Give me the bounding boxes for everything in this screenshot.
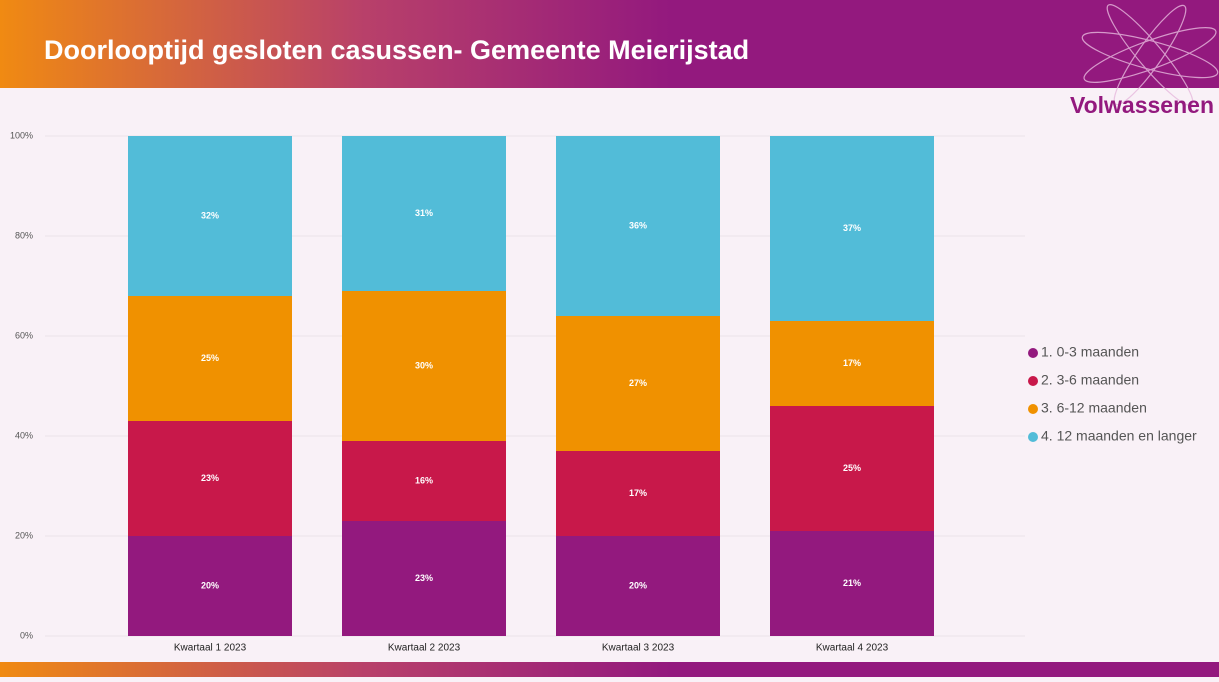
x-tick-label: Kwartaal 3 2023: [602, 643, 675, 654]
y-tick-label: 60%: [15, 330, 33, 340]
legend-marker: [1028, 376, 1038, 386]
data-label: 31%: [415, 208, 433, 218]
data-label: 20%: [629, 580, 647, 590]
y-tick-label: 40%: [15, 430, 33, 440]
legend-marker: [1028, 348, 1038, 358]
legend-label: 4. 12 maanden en langer: [1041, 428, 1197, 444]
data-label: 37%: [843, 223, 861, 233]
x-tick-label: Kwartaal 2 2023: [388, 643, 461, 654]
data-label: 20%: [201, 580, 219, 590]
data-label: 32%: [201, 210, 219, 220]
page-title: Doorlooptijd gesloten casussen- Gemeente…: [44, 35, 749, 65]
data-label: 25%: [843, 463, 861, 473]
data-label: 21%: [843, 578, 861, 588]
y-tick-label: 20%: [15, 530, 33, 540]
legend-marker: [1028, 404, 1038, 414]
plot: 0% 20% 40% 60% 80% 100% Kwartaal 1 2023 20% 23% 2…: [10, 130, 1197, 653]
legend-label: 3. 6-12 maanden: [1041, 400, 1147, 416]
data-label: 17%: [629, 488, 647, 498]
y-tick-label: 100%: [10, 130, 33, 140]
legend-label: 1. 0-3 maanden: [1041, 344, 1139, 360]
legend-marker: [1028, 432, 1038, 442]
data-label: 16%: [415, 475, 433, 485]
data-label: 17%: [843, 358, 861, 368]
dashboard: Doorlooptijd gesloten casussen- Gemeente…: [0, 0, 1219, 677]
data-label: 27%: [629, 378, 647, 388]
data-label: 23%: [201, 473, 219, 483]
x-tick-label: Kwartaal 4 2023: [816, 643, 889, 654]
data-label: 25%: [201, 353, 219, 363]
y-tick-label: 0%: [20, 630, 33, 640]
data-label: 36%: [629, 220, 647, 230]
footer-bar: [0, 662, 1219, 677]
y-tick-label: 80%: [15, 230, 33, 240]
legend-label: 2. 3-6 maanden: [1041, 372, 1139, 388]
subtitle: Volwassenen: [1070, 92, 1214, 118]
x-tick-label: Kwartaal 1 2023: [174, 643, 247, 654]
data-label: 23%: [415, 573, 433, 583]
data-label: 30%: [415, 360, 433, 370]
